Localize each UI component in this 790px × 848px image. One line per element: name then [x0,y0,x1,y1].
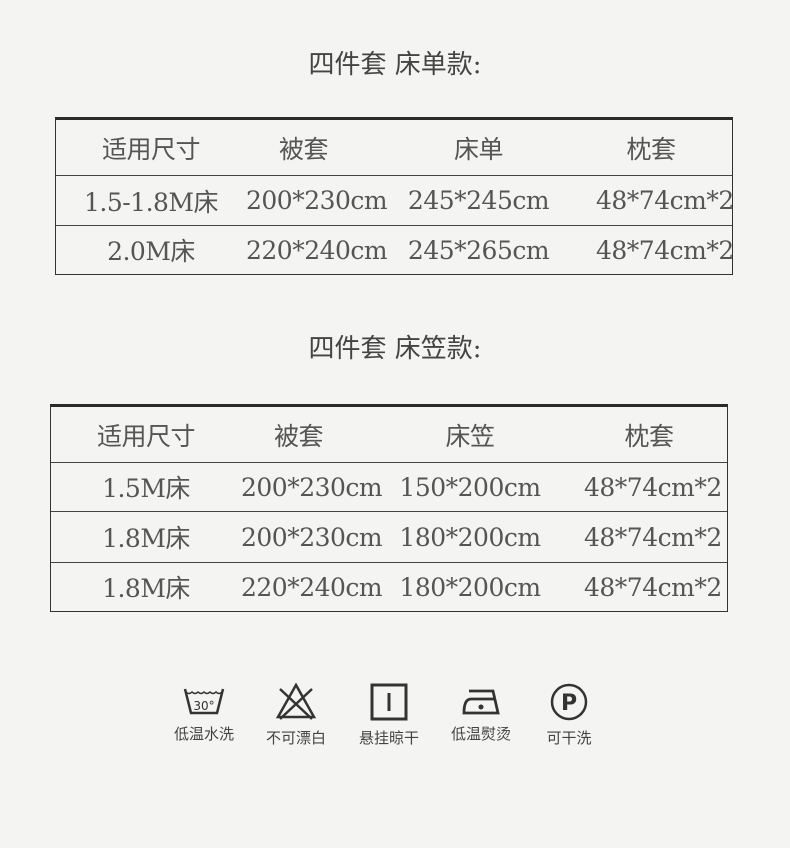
table-cell: 2.0M床 [107,237,195,266]
table-cell: 180*200cm [399,522,541,552]
table-header: 适用尺寸 被套 床单 枕套 [56,120,732,176]
care-label: 可干洗 [546,729,592,747]
care-item: 30° 低温水洗 [159,683,249,744]
wash-30-icon: 30° [183,688,225,715]
table-cell: 48*74cm*2 [584,572,722,602]
care-item: 低温熨烫 [436,683,526,744]
care-item: 悬挂晾干 [344,683,434,748]
table-cell: 245*245cm [407,186,550,215]
table-cell: 1.5M床 [102,474,190,503]
care-item: P 可干洗 [524,683,614,748]
header-cell: 床单 [453,134,504,164]
table-row: 1.8M床 220*240cm 180*200cm 48*74cm*2 [51,563,727,611]
section-title-flat-sheet: 四件套 床单款: [308,50,482,80]
svg-text:P: P [561,691,577,716]
table-cell: 200*230cm [241,522,383,552]
header-cell: 适用尺寸 [101,134,201,164]
care-label: 不可漂白 [265,729,326,747]
table-cell: 150*200cm [399,472,541,502]
table-cell: 48*74cm*2 [584,522,722,552]
table-cell: 48*74cm*2 [596,186,734,215]
size-table-fitted-sheet: 适用尺寸 被套 床笠 枕套 1.5M床 200*230cm 150*200cm … [50,404,728,612]
dry-clean-icon: P [550,683,588,721]
table-cell: 1.8M床 [102,524,190,553]
table-cell: 1.8M床 [102,574,190,603]
table-cell: 1.5-1.8M床 [83,187,219,217]
table-cell: 48*74cm*2 [596,235,734,265]
table-row: 1.5M床 200*230cm 150*200cm 48*74cm*2 [51,463,727,512]
care-item: 不可漂白 [251,683,341,748]
table-header: 适用尺寸 被套 床笠 枕套 [51,407,727,463]
care-label: 低温熨烫 [450,725,511,743]
table-row: 1.8M床 200*230cm 180*200cm 48*74cm*2 [51,512,727,563]
table-cell: 200*230cm [241,472,383,502]
care-label: 悬挂晾干 [358,729,419,747]
table-cell: 200*230cm [246,186,388,215]
low-iron-icon [462,689,500,715]
table-cell: 48*74cm*2 [584,472,722,502]
hang-dry-icon [370,683,408,721]
header-cell: 床笠 [445,421,495,451]
header-cell: 被套 [273,421,324,451]
header-cell: 被套 [278,134,329,164]
header-cell: 适用尺寸 [96,421,196,451]
table-cell: 245*265cm [407,235,550,265]
size-table-flat-sheet: 适用尺寸 被套 床单 枕套 1.5-1.8M床 200*230cm 245*24… [55,117,734,275]
care-label: 低温水洗 [173,725,234,743]
svg-text:30°: 30° [193,699,214,713]
table-cell: 220*240cm [241,572,383,602]
header-cell: 枕套 [626,134,676,164]
table-row: 1.5-1.8M床 200*230cm 245*245cm 48*74cm*2 [56,176,734,226]
table-cell: 220*240cm [246,235,388,265]
header-cell: 枕套 [624,421,674,451]
no-bleach-icon [275,683,317,720]
table-cell: 180*200cm [399,572,541,602]
table-row: 2.0M床 220*240cm 245*265cm 48*74cm*2 [56,226,734,274]
section-title-fitted-sheet: 四件套 床笠款: [308,334,482,364]
